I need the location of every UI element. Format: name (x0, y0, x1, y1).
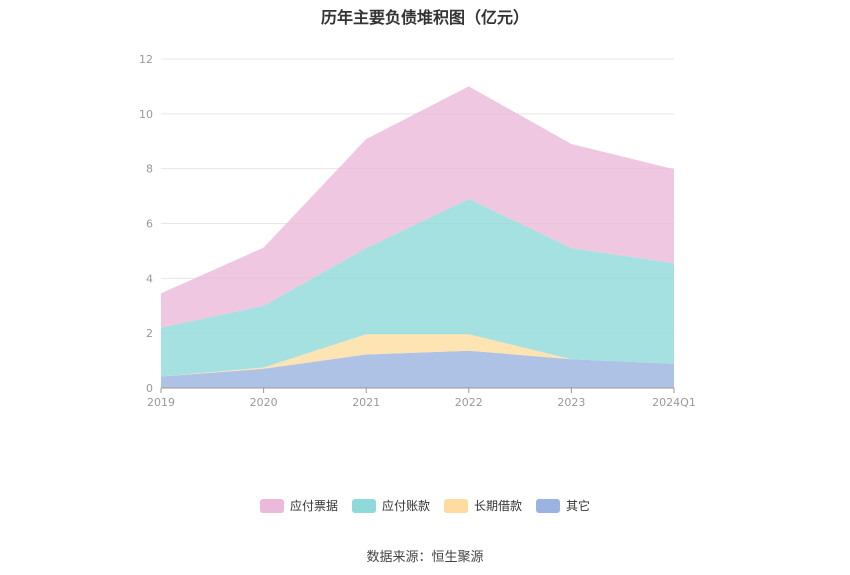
legend-item[interactable]: 应付票据 (259, 497, 338, 514)
x-tick-label: 2023 (557, 396, 585, 409)
x-tick-label: 2022 (455, 396, 483, 409)
x-tick-label: 2024Q1 (652, 396, 696, 409)
x-tick-label: 2021 (352, 396, 380, 409)
x-tick-label: 2019 (147, 396, 175, 409)
legend-swatch (444, 498, 468, 513)
legend-label: 长期借款 (474, 499, 523, 513)
legend-item[interactable]: 应付账款 (351, 497, 430, 514)
y-tick-label: 6 (146, 218, 153, 231)
legend-label: 应付账款 (381, 499, 430, 513)
legend-item[interactable]: 长期借款 (444, 497, 522, 514)
y-tick-label: 10 (139, 108, 153, 121)
legend-swatch (351, 498, 376, 513)
legend-swatch (259, 498, 284, 513)
chart-title: 历年主要负债堆积图（亿元） (320, 8, 529, 27)
area-series-长期借款 (161, 334, 674, 377)
legend-swatch (536, 498, 561, 513)
data-source: 数据来源：恒生聚源 (366, 550, 484, 565)
y-tick-label: 2 (146, 327, 153, 340)
area-series-其它 (161, 350, 674, 388)
y-tick-label: 0 (146, 382, 153, 395)
area-series-应付账款 (161, 198, 674, 377)
area-series-应付票据 (161, 86, 674, 328)
y-tick-label: 4 (146, 272, 153, 285)
y-tick-label: 8 (146, 163, 153, 176)
legend-item[interactable]: 其它 (536, 497, 590, 514)
chart-legend: 应付票据 应付账款 长期借款 其它 (0, 497, 850, 514)
legend-label: 应付票据 (289, 499, 338, 513)
y-tick-label: 12 (139, 53, 153, 66)
x-tick-label: 2020 (250, 396, 278, 409)
legend-label: 其它 (566, 499, 591, 513)
